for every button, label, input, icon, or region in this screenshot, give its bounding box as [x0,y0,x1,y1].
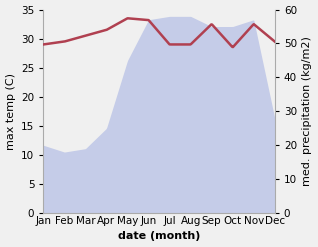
Y-axis label: max temp (C): max temp (C) [5,73,16,150]
Y-axis label: med. precipitation (kg/m2): med. precipitation (kg/m2) [302,36,313,186]
X-axis label: date (month): date (month) [118,231,200,242]
